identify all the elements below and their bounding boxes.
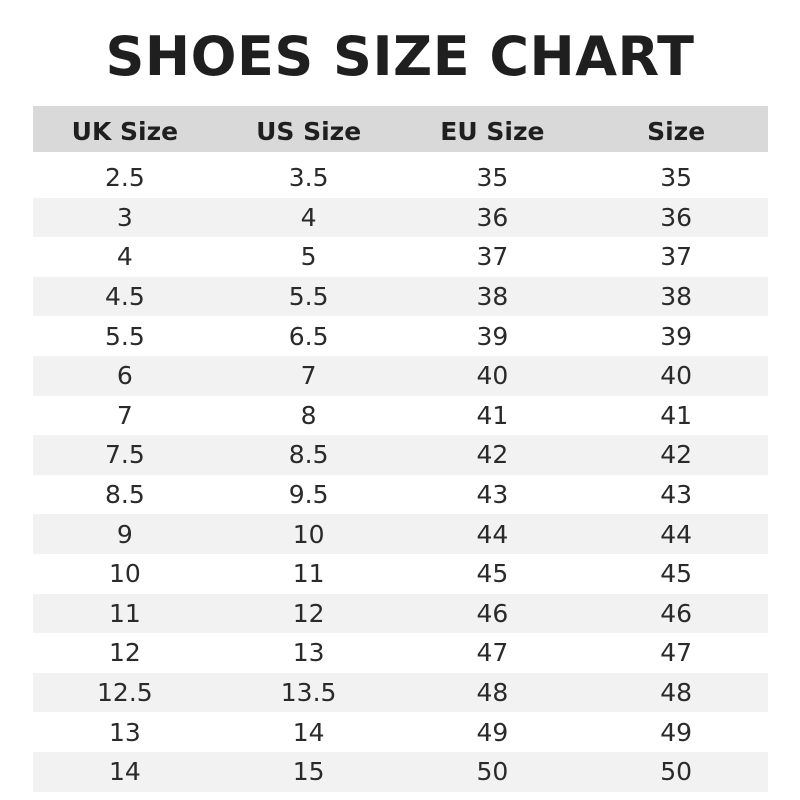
us-size-cell: 9.5 (288, 480, 329, 510)
size-cell: 39 (660, 321, 693, 351)
table-row: 12 13 47 47 (33, 633, 768, 673)
table-row: 4.5 5.5 38 38 (33, 276, 768, 317)
eu-size-cell: 41 (476, 400, 509, 430)
table-row: 9 10 44 44 (33, 514, 768, 554)
uk-size-cell: 12 (108, 638, 141, 668)
size-cell: 40 (660, 361, 693, 391)
table-row: 3 4 36 36 (33, 197, 768, 238)
uk-size-cell: 14 (108, 757, 141, 787)
eu-size-cell: 37 (476, 242, 509, 272)
table-row: 12.5 13.5 48 48 (33, 672, 768, 713)
uk-size-cell: 7.5 (104, 440, 145, 470)
eu-size-cell: 49 (476, 717, 509, 747)
us-size-cell: 11 (292, 559, 325, 589)
size-cell: 48 (660, 678, 693, 708)
us-size-cell: 13.5 (280, 678, 337, 708)
us-size-cell: 8 (300, 400, 317, 430)
uk-size-cell: 12.5 (97, 678, 153, 708)
eu-size-cell: 50 (476, 757, 509, 787)
eu-size-cell: 48 (476, 678, 509, 708)
table-row: 2.5 3.5 35 35 (33, 158, 768, 198)
table-row: 8.5 9.5 43 43 (33, 475, 768, 515)
size-cell: 49 (660, 717, 693, 747)
table-row: 5.5 6.5 39 39 (33, 316, 768, 356)
size-cell: 46 (660, 598, 693, 628)
size-cell: 43 (660, 480, 693, 510)
size-cell: 42 (660, 440, 693, 470)
us-size-cell: 7 (300, 361, 317, 391)
uk-size-cell: 3 (116, 202, 133, 232)
eu-size-cell: 35 (476, 163, 509, 193)
column-header-eu: EU Size (440, 116, 545, 146)
eu-size-cell: 36 (476, 202, 509, 232)
table-body: 2.5 3.5 35 35 3 4 36 36 4 5 37 37 4.5 5.5 38 38 5.5 6.5 39… (33, 158, 768, 792)
table-row: 13 14 49 49 (33, 712, 768, 752)
table-row: 10 11 45 45 (33, 554, 768, 594)
size-cell: 41 (660, 400, 693, 430)
eu-size-cell: 45 (476, 559, 509, 589)
us-size-cell: 15 (292, 757, 325, 787)
eu-size-cell: 38 (476, 282, 509, 312)
size-cell: 50 (660, 757, 693, 787)
uk-size-cell: 2.5 (104, 163, 145, 193)
eu-size-cell: 46 (476, 598, 509, 628)
eu-size-cell: 42 (476, 440, 509, 470)
table-row: 7 8 41 41 (33, 396, 768, 436)
eu-size-cell: 40 (476, 361, 509, 391)
uk-size-cell: 7 (116, 400, 133, 430)
uk-size-cell: 13 (108, 717, 141, 747)
us-size-cell: 6.5 (288, 321, 329, 351)
uk-size-cell: 10 (108, 559, 141, 589)
size-cell: 38 (660, 282, 693, 312)
us-size-cell: 5 (300, 242, 317, 272)
chart-title: SHOES SIZE CHART (105, 25, 695, 88)
table-header-row: UK Size US Size EU Size Size (33, 106, 768, 152)
us-size-cell: 4 (300, 202, 317, 232)
table-row: 14 15 50 50 (33, 751, 768, 792)
eu-size-cell: 47 (476, 638, 509, 668)
uk-size-cell: 4 (116, 242, 133, 272)
table-row: 11 12 46 46 (33, 593, 768, 634)
table-row: 7.5 8.5 42 42 (33, 435, 768, 475)
table-row: 6 7 40 40 (33, 355, 768, 396)
eu-size-cell: 39 (476, 321, 509, 351)
eu-size-cell: 44 (476, 519, 509, 549)
size-cell: 45 (660, 559, 693, 589)
us-size-cell: 10 (292, 519, 325, 549)
us-size-cell: 13 (292, 638, 325, 668)
us-size-cell: 12 (292, 598, 325, 628)
uk-size-cell: 5.5 (104, 321, 145, 351)
us-size-cell: 8.5 (288, 440, 329, 470)
column-header-us: US Size (256, 116, 362, 146)
size-cell: 47 (660, 638, 693, 668)
us-size-cell: 14 (292, 717, 325, 747)
uk-size-cell: 4.5 (104, 282, 145, 312)
eu-size-cell: 43 (476, 480, 509, 510)
uk-size-cell: 8.5 (104, 480, 145, 510)
uk-size-cell: 9 (116, 519, 133, 549)
size-cell: 37 (660, 242, 693, 272)
column-header-size: Size (647, 116, 706, 146)
size-cell: 35 (660, 163, 693, 193)
table-row: 4 5 37 37 (33, 237, 768, 277)
size-cell: 44 (660, 519, 693, 549)
size-cell: 36 (660, 202, 693, 232)
us-size-cell: 3.5 (288, 163, 329, 193)
us-size-cell: 5.5 (288, 282, 329, 312)
size-table: UK Size US Size EU Size Size 2.5 3.5 35 35 3… (33, 106, 768, 792)
uk-size-cell: 11 (108, 598, 141, 628)
uk-size-cell: 6 (116, 361, 133, 391)
column-header-uk: UK Size (71, 116, 179, 146)
